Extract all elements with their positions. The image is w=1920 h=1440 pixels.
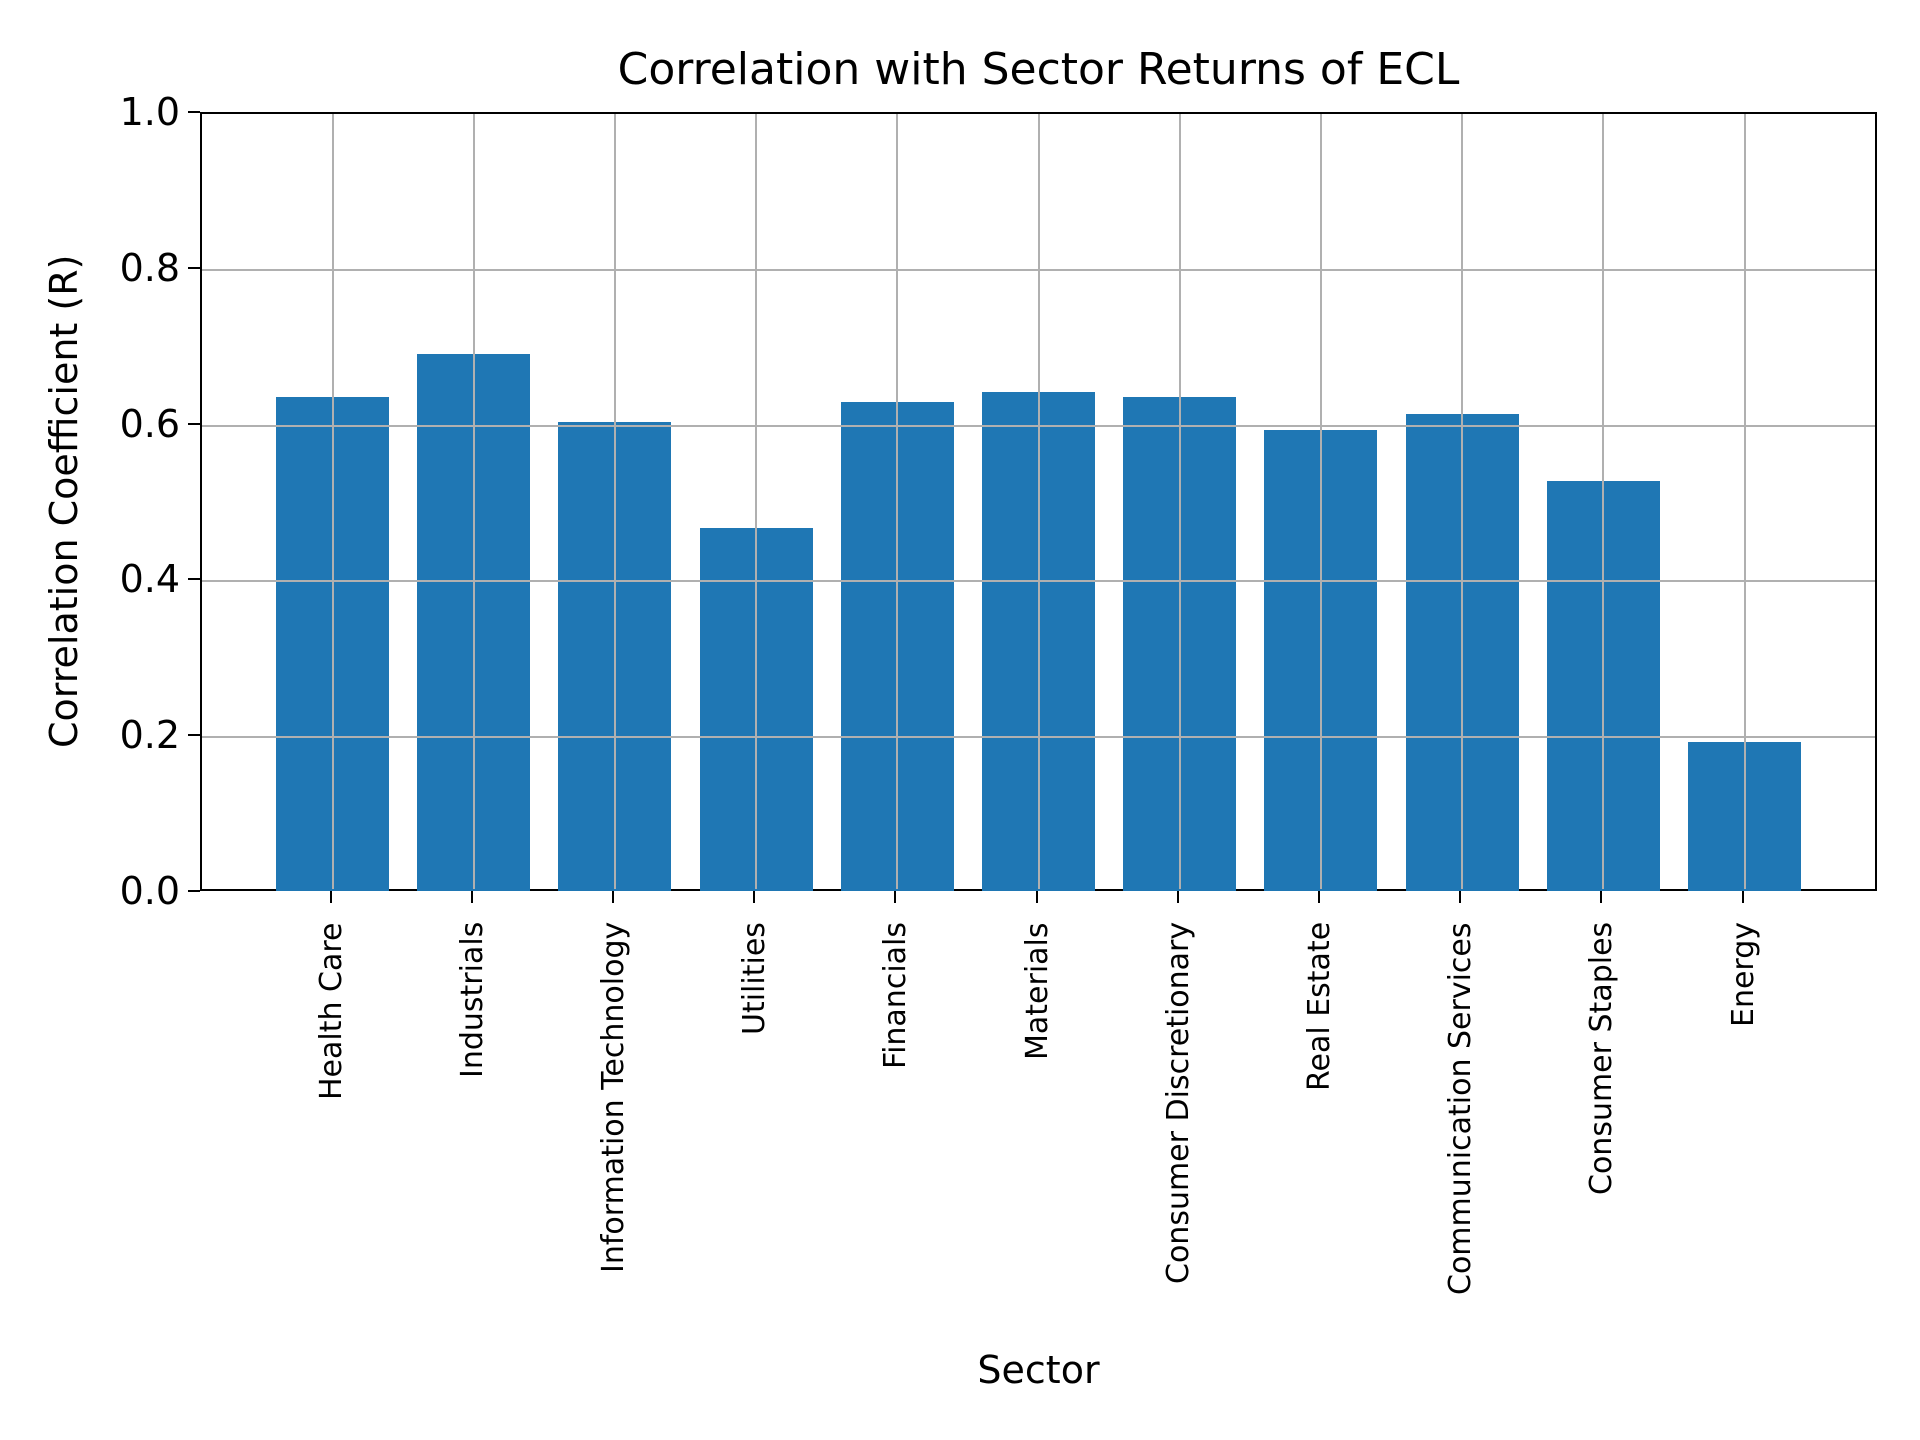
x-tick-mark — [329, 891, 332, 903]
gridline-vertical — [1602, 114, 1605, 889]
gridline-horizontal — [202, 736, 1875, 739]
y-tick-mark — [188, 111, 200, 113]
x-tick-label: Industrials — [454, 921, 490, 1078]
chart-title: Correlation with Sector Returns of ECL — [617, 44, 1460, 95]
gridline-horizontal — [202, 580, 1875, 583]
x-tick-mark — [1741, 891, 1744, 903]
x-tick-mark — [1600, 891, 1603, 903]
x-tick-label: Energy — [1725, 921, 1761, 1027]
gridline-vertical — [472, 114, 475, 889]
y-tick-label: 0.6 — [119, 401, 180, 446]
x-tick-label: Health Care — [313, 922, 349, 1100]
x-tick-mark — [1459, 891, 1462, 903]
y-tick-mark — [188, 734, 200, 737]
x-tick-label: Consumer Discretionary — [1160, 921, 1196, 1284]
x-tick-mark — [611, 891, 614, 903]
plot-area — [200, 112, 1877, 891]
y-tick-label: 0.0 — [119, 869, 180, 913]
x-tick-label: Financials — [878, 922, 914, 1069]
gridline-vertical — [896, 114, 899, 889]
x-tick-mark — [1317, 891, 1320, 903]
y-tick-label: 0.2 — [119, 713, 180, 758]
gridline-vertical — [1319, 114, 1322, 889]
gridline-vertical — [1178, 114, 1181, 889]
x-tick-label: Utilities — [737, 922, 773, 1035]
x-tick-mark — [1176, 891, 1179, 903]
x-axis-label: Sector — [977, 1348, 1100, 1392]
gridline-vertical — [1743, 114, 1746, 889]
y-tick-label: 1.0 — [119, 90, 180, 134]
y-tick-label: 0.4 — [119, 557, 180, 602]
x-tick-label: Consumer Staples — [1584, 921, 1620, 1195]
y-axis-label: Correlation Coefficient (R) — [42, 254, 86, 748]
gridline-horizontal — [202, 424, 1875, 427]
x-tick-mark — [470, 891, 473, 903]
x-tick-mark — [753, 891, 756, 903]
y-tick-mark — [188, 266, 200, 269]
gridline-vertical — [1037, 114, 1040, 889]
gridline-vertical — [755, 114, 758, 889]
x-tick-label: Communication Services — [1443, 922, 1479, 1296]
x-tick-label: Real Estate — [1301, 921, 1337, 1091]
y-tick-mark — [188, 422, 200, 425]
gridline-vertical — [331, 114, 334, 889]
x-tick-label: Information Technology — [595, 921, 631, 1273]
y-tick-mark — [188, 578, 200, 581]
y-tick-mark — [188, 890, 200, 892]
x-tick-mark — [1035, 891, 1038, 903]
gridline-vertical — [1461, 114, 1464, 889]
x-tick-mark — [894, 891, 897, 903]
gridline-vertical — [613, 114, 616, 889]
gridline-horizontal — [202, 268, 1875, 271]
y-tick-label: 0.8 — [119, 245, 180, 290]
x-tick-label: Materials — [1019, 922, 1055, 1060]
